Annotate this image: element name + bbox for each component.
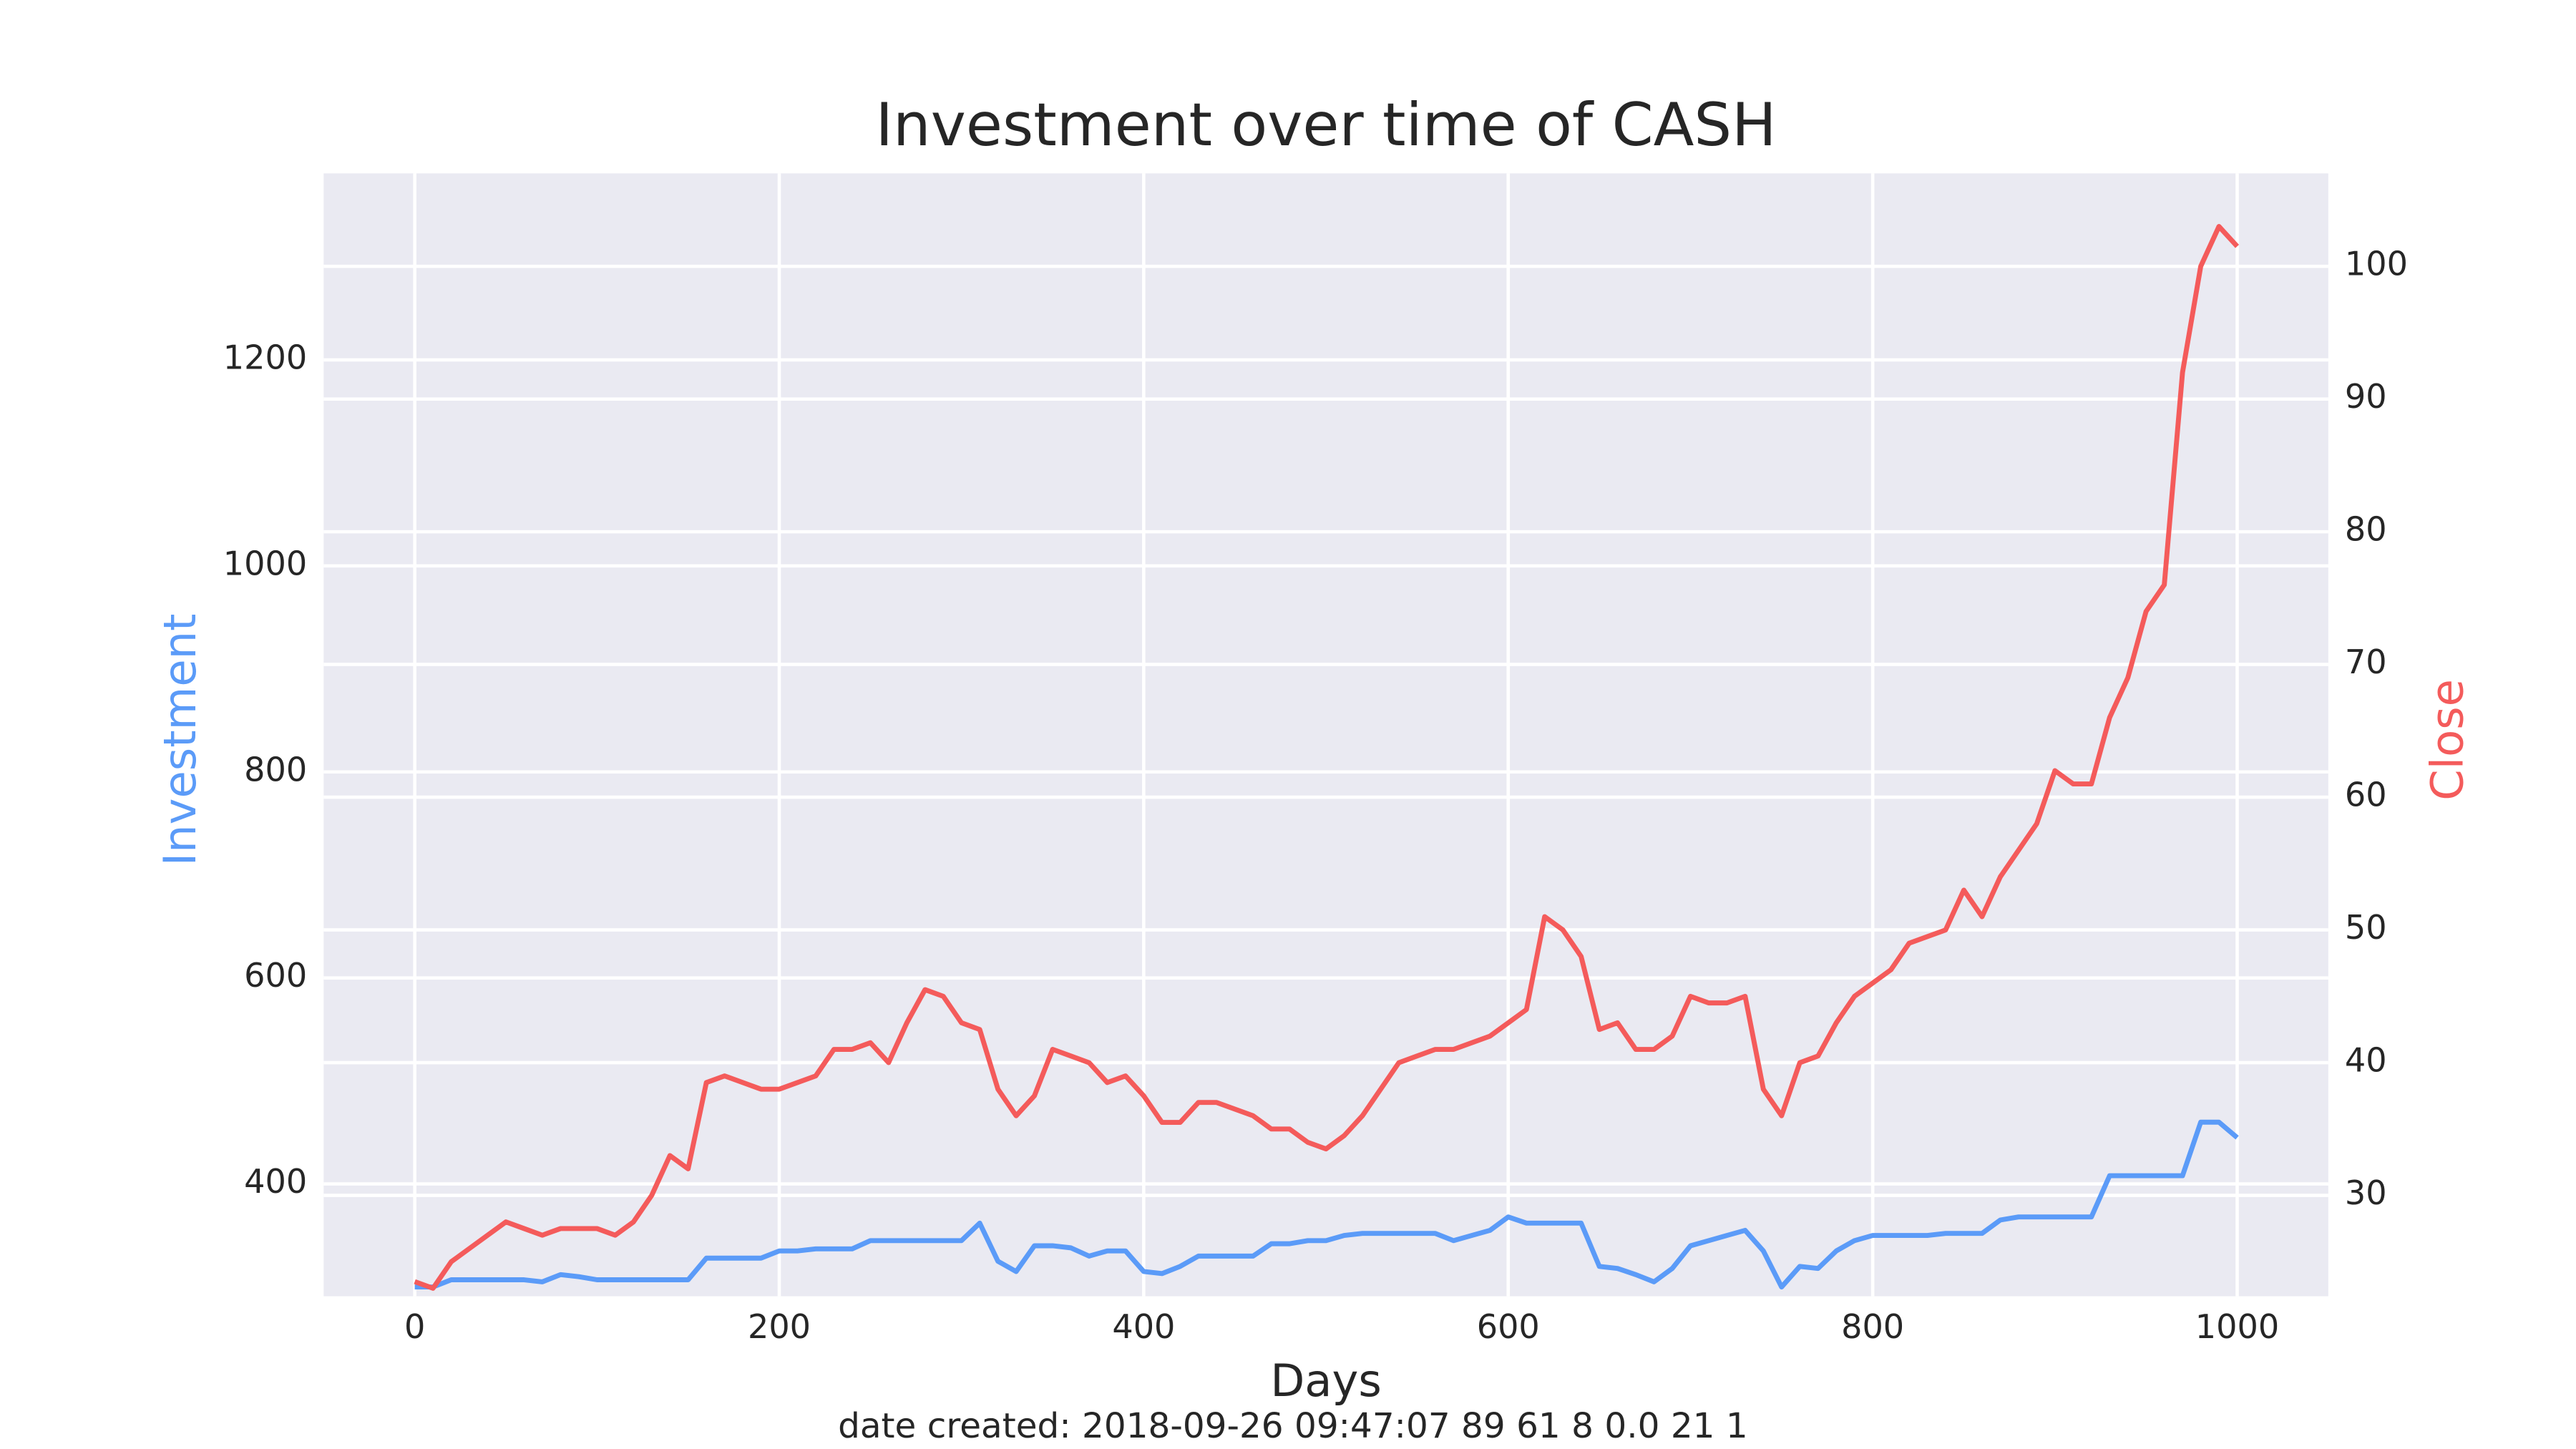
chart-title: Investment over time of CASH: [876, 90, 1777, 160]
y2-tick-label: 100: [2345, 245, 2408, 283]
y2-tick-label: 40: [2345, 1041, 2387, 1080]
y-tick-label: 600: [244, 956, 307, 995]
y2-tick-label: 70: [2345, 643, 2387, 681]
x-tick-label: 1000: [2195, 1307, 2279, 1346]
x-tick-label: 0: [404, 1307, 425, 1346]
footer: date created: 2018-09-26 09:47:07 89 61 …: [838, 1406, 1748, 1446]
x-tick-label: 800: [1841, 1307, 1904, 1346]
plot-area: [323, 173, 2328, 1297]
line-series: [414, 1119, 2239, 1290]
y-tick-label: 400: [244, 1162, 307, 1201]
y2-tick-label: 50: [2345, 908, 2387, 947]
y-tick-label: 1200: [223, 338, 307, 376]
y2-axis-label: Close: [2421, 679, 2474, 801]
y-tick-label: 800: [244, 750, 307, 789]
y2-tick-label: 80: [2345, 510, 2387, 549]
y2-tick-label: 90: [2345, 377, 2387, 416]
y2-tick-label: 60: [2345, 776, 2387, 814]
x-axis-label: Days: [1270, 1355, 1381, 1407]
x-tick-label: 200: [748, 1307, 811, 1346]
y-axis-label: Investment: [154, 613, 206, 866]
line-series: [414, 224, 2240, 1291]
y-tick-label: 1000: [223, 544, 307, 582]
y2-tick-label: 30: [2345, 1174, 2387, 1212]
x-tick-label: 400: [1112, 1307, 1175, 1346]
x-tick-label: 600: [1477, 1307, 1540, 1346]
